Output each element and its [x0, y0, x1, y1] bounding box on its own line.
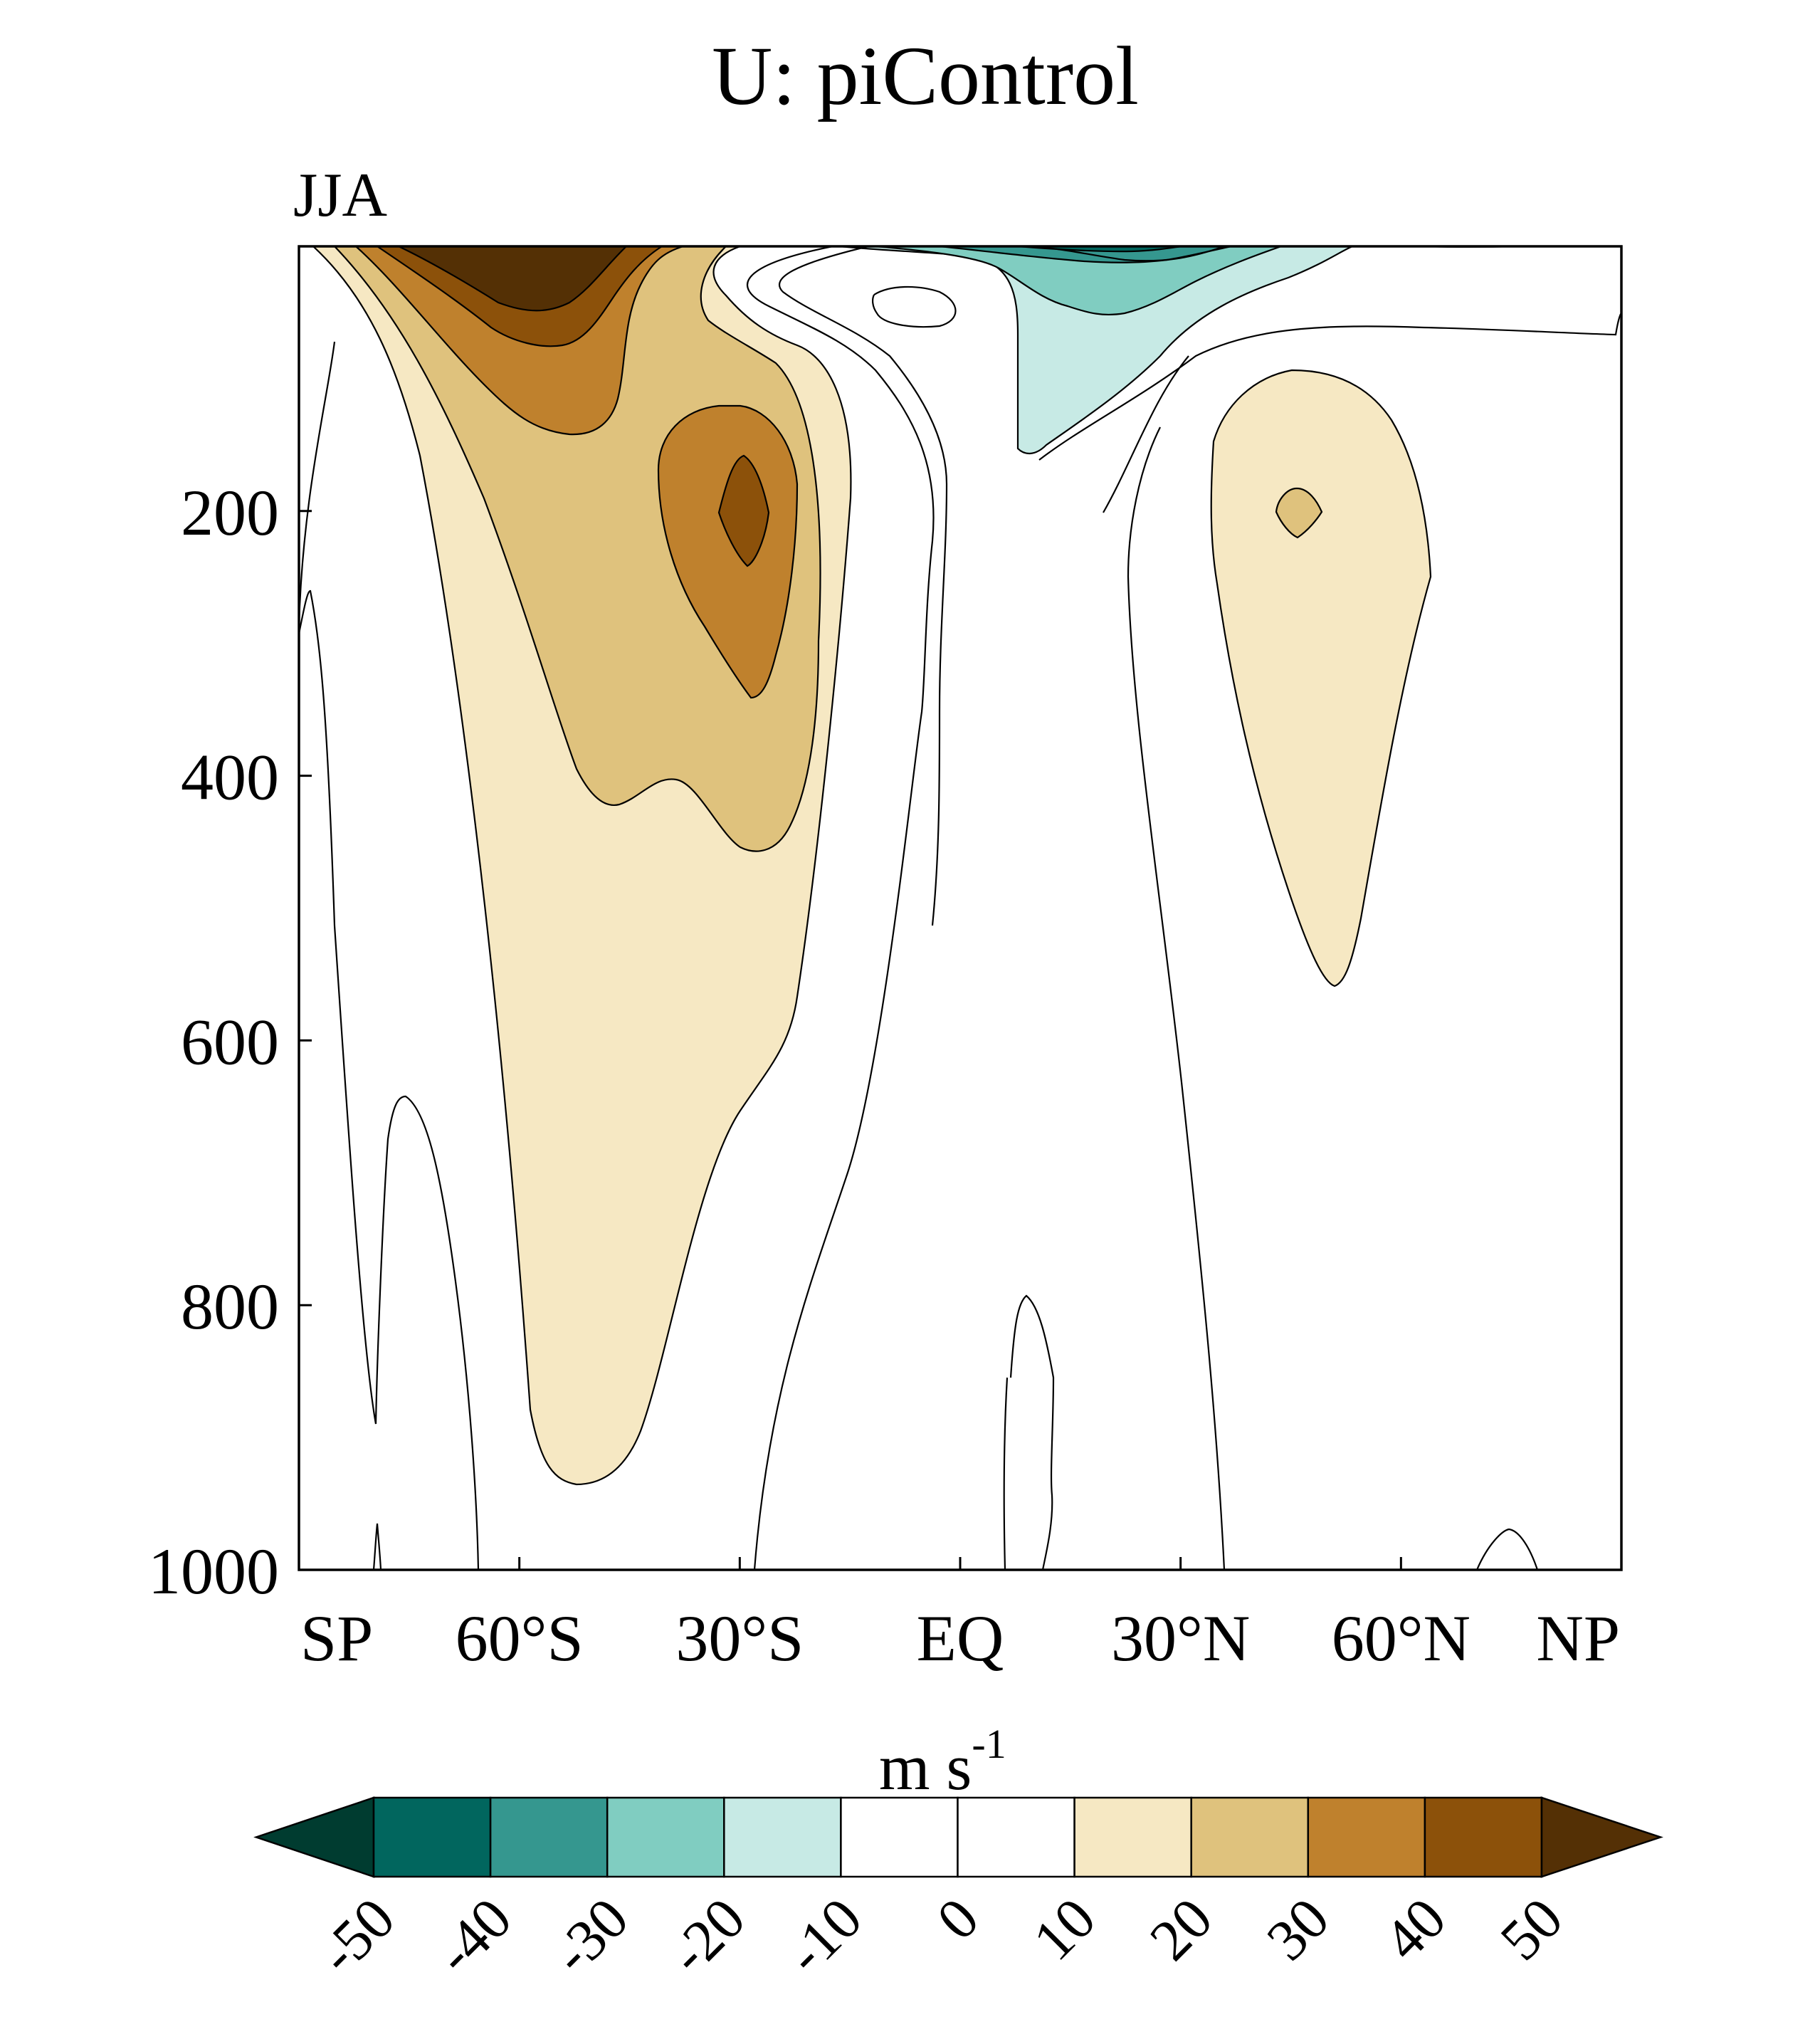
- zero-contour-line: [1127, 426, 1226, 1570]
- colorbar-tick-label: 20: [1137, 1885, 1224, 1972]
- zero-contour-line: [872, 285, 957, 328]
- colorbar-box: [1190, 1796, 1310, 1878]
- y-tick-label: 600: [181, 1005, 279, 1078]
- zero-contour-line: [1038, 312, 1621, 461]
- zero-contour-line: [372, 1523, 382, 1570]
- colorbar-box: [840, 1796, 959, 1878]
- colorbar-tick-label: 50: [1488, 1885, 1574, 1972]
- zero-contour-line: [299, 589, 480, 1570]
- zero-contour-line: [299, 341, 336, 627]
- y-tick-label: 400: [181, 741, 279, 814]
- zero-contour-line: [1475, 1528, 1539, 1570]
- colorbar-tick-label: -50: [306, 1885, 407, 1986]
- colorbar-box: [957, 1796, 1075, 1878]
- colorbar-tick-label: 30: [1254, 1885, 1341, 1972]
- contour-tropical-easterlies-20: [875, 246, 1282, 316]
- contour-sh-westerlies-50: [398, 246, 628, 312]
- x-tick-label: 30°N: [1111, 1602, 1250, 1674]
- colorbar-box: [1307, 1796, 1426, 1878]
- x-tick-label: NP: [1536, 1602, 1620, 1674]
- colorbar-low-extend: [253, 1796, 375, 1878]
- colorbar-high-extend: [1540, 1796, 1663, 1878]
- colorbar-box: [723, 1796, 842, 1878]
- colorbar-box: [1424, 1796, 1543, 1878]
- x-tick-label: SP: [300, 1602, 373, 1674]
- contour-nh-jet-20: [1275, 487, 1323, 539]
- season-label: JJA: [293, 161, 387, 230]
- colorbar-tick-label: -40: [423, 1885, 524, 1986]
- colorbar-tick-label: -10: [773, 1885, 874, 1986]
- colorbar-tick-label: 10: [1021, 1885, 1108, 1972]
- zero-contour-line: [779, 246, 948, 926]
- colorbar-box: [1073, 1796, 1192, 1878]
- contour-sh-westerlies-20: [333, 246, 821, 852]
- y-tick-label: 1000: [148, 1535, 279, 1608]
- zero-contour-line: [1031, 246, 1225, 262]
- x-tick-label: 60°S: [456, 1602, 584, 1674]
- x-tick-label: 60°N: [1332, 1602, 1471, 1674]
- zero-contour-line: [747, 246, 935, 1570]
- colorbar-tick-label: 40: [1371, 1885, 1458, 1972]
- colorbar-box: [489, 1796, 609, 1878]
- colorbar-tick-label: -20: [656, 1885, 757, 1986]
- x-tick-label: EQ: [917, 1602, 1004, 1674]
- colorbar: -50 -40 -30 -20 -10 0 10 20 30 40 50: [253, 1796, 1663, 1986]
- colorbar-tick-label: -30: [540, 1885, 641, 1986]
- contour-subtropical-jet-40: [717, 454, 770, 567]
- zero-contour-line: [1103, 355, 1189, 513]
- contour-subtropical-jet-30: [657, 404, 799, 699]
- zero-contour-line: [1003, 1377, 1009, 1570]
- colorbar-box: [606, 1796, 725, 1878]
- y-axis: 200 400 600 800 1000: [148, 476, 312, 1608]
- units-label: m s-1: [879, 1721, 1006, 1803]
- units-exponent: -1: [972, 1721, 1006, 1767]
- y-tick-label: 800: [181, 1270, 279, 1343]
- x-axis: SP 60°S 30°S EQ 30°N 60°N NP: [298, 1557, 1623, 1674]
- colorbar-tick-label: 0: [925, 1885, 991, 1951]
- x-tick-label: 30°S: [675, 1602, 804, 1674]
- chart-title: U: piControl: [712, 29, 1139, 122]
- units-base: m s: [879, 1731, 972, 1803]
- zero-contour-line: [1009, 1294, 1055, 1570]
- contour-nh-jet-10: [1210, 369, 1432, 987]
- y-tick-label: 200: [181, 476, 279, 549]
- colorbar-box: [372, 1796, 492, 1878]
- plot-area: [299, 246, 1621, 1570]
